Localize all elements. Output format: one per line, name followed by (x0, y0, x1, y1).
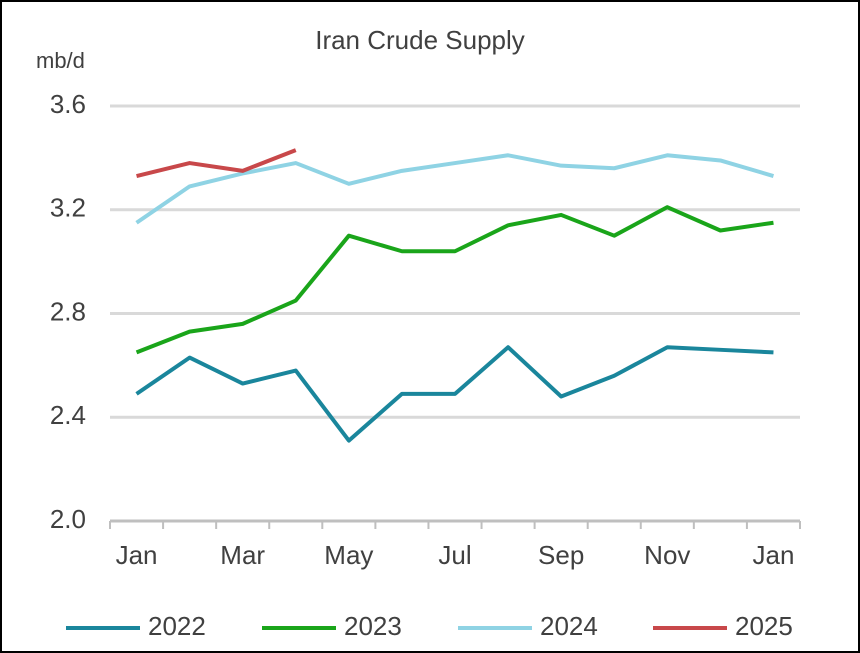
x-tick-label: Jan (116, 540, 158, 570)
y-tick-label: 2.0 (50, 504, 86, 534)
y-tick-label: 2.4 (50, 400, 86, 430)
series-line (135, 345, 774, 443)
x-tick-label: Nov (644, 540, 690, 570)
series-line (135, 153, 775, 225)
y-axis-label: mb/d (36, 48, 85, 73)
y-tick-label: 3.6 (50, 89, 86, 119)
x-tick-label: Jan (753, 540, 795, 570)
x-tick-label: Mar (220, 540, 265, 570)
y-tick-label: 2.8 (50, 296, 86, 326)
x-tick-label: Jul (438, 540, 471, 570)
legend-label: 2023 (344, 611, 402, 641)
legend-label: 2025 (735, 611, 793, 641)
legend-label: 2022 (148, 611, 206, 641)
series-line (135, 205, 774, 355)
series-line (136, 148, 297, 178)
x-tick-label: Sep (538, 540, 584, 570)
legend-label: 2024 (540, 611, 598, 641)
chart-title: Iran Crude Supply (315, 25, 525, 55)
x-tick-label: May (324, 540, 373, 570)
y-tick-label: 3.2 (50, 193, 86, 223)
